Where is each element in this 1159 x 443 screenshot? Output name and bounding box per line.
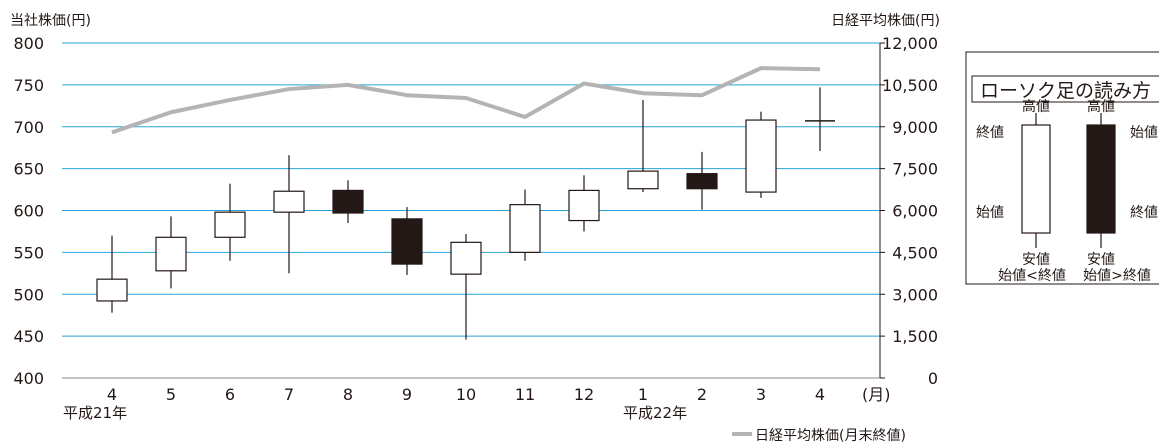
right-tick-label: 0 [928, 369, 938, 388]
left-tick-label: 600 [13, 202, 44, 221]
x-tick-label: 1 [638, 385, 648, 404]
candle-body [568, 189, 600, 222]
candle-body [509, 204, 541, 253]
left-tick-label: 450 [13, 327, 44, 346]
black-candle-body [1086, 124, 1116, 234]
candle [627, 99, 659, 193]
x-tick-label: 9 [402, 385, 412, 404]
black-close-label: 終値 [1130, 205, 1158, 221]
black-high-label: 高値 [1087, 98, 1115, 115]
left-tick-label: 700 [13, 118, 44, 137]
left-tick-label: 650 [13, 160, 44, 179]
candle [96, 235, 128, 313]
white-candle-body [1021, 124, 1051, 234]
candle [332, 180, 364, 224]
x-tick-label: 12 [574, 385, 594, 404]
candle [155, 216, 187, 289]
x-tick-label: 4 [107, 385, 117, 404]
candle-body [332, 189, 364, 214]
black-caption: 始値>終値 [1083, 268, 1151, 284]
legend-border [965, 51, 1159, 285]
left-tick-label: 750 [13, 76, 44, 95]
candle-body [627, 170, 659, 190]
candle-reading-legend: ローソク足の読み方 高値 終値 始値 安値 始値<終値 高値 始値 終値 安値 … [965, 51, 1159, 285]
x-tick-label: 11 [515, 385, 535, 404]
nikkei-line-series [111, 66, 821, 135]
candle [391, 207, 423, 275]
candle [509, 189, 541, 261]
left-axis-title: 当社株価(円) [10, 13, 91, 29]
line-legend-label: 日経平均株価(月末終値) [755, 428, 906, 443]
candle-body [450, 241, 482, 275]
left-tick-label: 500 [13, 285, 44, 304]
candle-body [96, 278, 128, 302]
x-tick-label: 2 [697, 385, 707, 404]
candle-body [745, 119, 777, 193]
legend-title: ローソク足の読み方 [980, 80, 1151, 102]
nikkei-line [111, 66, 821, 135]
left-tick-labels: 800 750 700 650 600 550 500 450 400 [13, 34, 44, 388]
candlestick-series [96, 87, 835, 340]
candle [214, 183, 246, 261]
candle-body [391, 218, 423, 265]
candle [450, 233, 482, 340]
gridlines [62, 42, 885, 379]
white-close-label: 終値 [976, 125, 1004, 141]
year-label-h22: 平成22年 [623, 404, 687, 422]
candle [805, 87, 835, 152]
right-tick-label: 4,500 [892, 243, 938, 262]
candle [745, 111, 777, 198]
white-high-label: 高値 [1022, 98, 1050, 115]
x-tick-label: 7 [284, 385, 294, 404]
right-tick-labels: 12,000 10,500 9,000 7,500 6,000 4,500 3,000 1,5… [882, 34, 938, 388]
candle [568, 175, 600, 232]
right-tick-label: 12,000 [882, 34, 938, 53]
x-tick-label: 4 [815, 385, 825, 404]
candle [273, 155, 305, 274]
left-tick-label: 550 [13, 243, 44, 262]
black-open-label: 始値 [1130, 125, 1158, 141]
legend-title-border [971, 75, 1159, 103]
left-tick-label: 400 [13, 369, 44, 388]
x-tick-label: 6 [225, 385, 235, 404]
x-unit-label: (月) [862, 385, 891, 404]
candle-body [686, 173, 718, 190]
year-label-h21: 平成21年 [63, 404, 127, 422]
white-low-label: 安値 [1022, 252, 1050, 268]
left-tick-label: 800 [13, 34, 44, 53]
right-tick-label: 7,500 [892, 160, 938, 179]
right-tick-label: 6,000 [892, 202, 938, 221]
right-tick-label: 10,500 [882, 76, 938, 95]
candle-body [214, 211, 246, 238]
white-caption: 始値<終値 [998, 268, 1066, 284]
x-tick-label: 5 [166, 385, 176, 404]
candle [686, 151, 718, 210]
white-open-label: 始値 [976, 205, 1004, 221]
right-tick-label: 9,000 [892, 118, 938, 137]
x-tick-label: 3 [756, 385, 766, 404]
right-tick-label: 3,000 [892, 285, 938, 304]
candle-body [155, 236, 187, 272]
x-tick-label: 8 [343, 385, 353, 404]
x-tick-labels: 4 5 6 7 8 9 10 11 12 1 2 3 4 [107, 385, 825, 404]
candle-body [273, 190, 305, 213]
right-axis-title: 日経平均株価(円) [831, 13, 940, 29]
x-tick-label: 10 [456, 385, 476, 404]
right-tick-label: 1,500 [892, 327, 938, 346]
black-low-label: 安値 [1087, 252, 1115, 268]
